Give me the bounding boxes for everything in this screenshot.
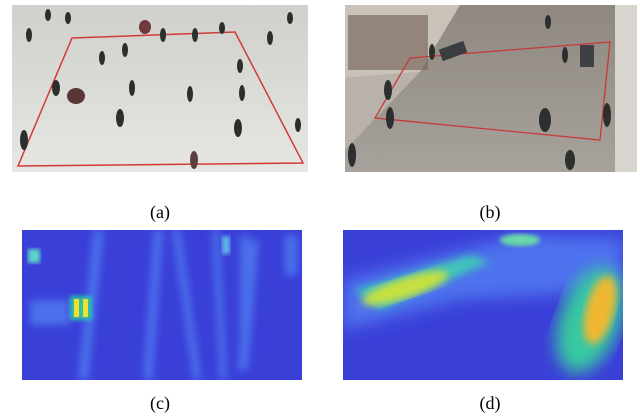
person bbox=[348, 143, 356, 167]
person bbox=[386, 107, 394, 129]
kiosk bbox=[580, 45, 594, 67]
person bbox=[129, 80, 135, 96]
person bbox=[192, 28, 198, 42]
person bbox=[295, 118, 301, 132]
pillar bbox=[615, 5, 637, 172]
panel-b-image bbox=[345, 5, 637, 172]
streak bbox=[285, 235, 297, 275]
panel-c-heatmap bbox=[22, 230, 302, 380]
shop-window bbox=[348, 15, 428, 70]
panel-a-image bbox=[12, 5, 308, 172]
person bbox=[52, 80, 60, 96]
person bbox=[565, 150, 575, 170]
person bbox=[20, 130, 28, 150]
person bbox=[122, 43, 128, 57]
panel-caption: (a) bbox=[150, 202, 170, 223]
person bbox=[219, 22, 225, 34]
hotspot-peak bbox=[74, 299, 79, 317]
person bbox=[384, 80, 392, 100]
person bbox=[190, 151, 198, 169]
hotspot-peak bbox=[83, 299, 88, 317]
person bbox=[429, 44, 435, 60]
person bbox=[237, 59, 243, 73]
person bbox=[603, 103, 611, 127]
hotspot bbox=[70, 296, 92, 320]
person bbox=[239, 85, 245, 101]
person bbox=[99, 51, 105, 65]
person bbox=[116, 109, 124, 127]
person bbox=[234, 119, 242, 137]
person bbox=[545, 15, 551, 29]
panel-d-heatmap bbox=[343, 230, 637, 382]
person bbox=[26, 28, 32, 42]
person bbox=[267, 31, 273, 45]
person bbox=[139, 20, 151, 34]
person bbox=[67, 88, 85, 104]
person bbox=[45, 9, 51, 21]
person bbox=[287, 12, 293, 24]
hotspot bbox=[28, 249, 40, 263]
person bbox=[562, 47, 568, 63]
hotspot bbox=[222, 236, 230, 254]
panel-caption: (b) bbox=[480, 202, 501, 223]
hotspot bbox=[500, 234, 540, 246]
figure: (a) (b) (c) (d) bbox=[0, 0, 640, 416]
panel-caption: (c) bbox=[150, 393, 170, 414]
person bbox=[187, 86, 193, 102]
page: (a) (b) (c) (d) (() => { const data = JS… bbox=[0, 0, 640, 416]
person bbox=[539, 108, 551, 132]
streak bbox=[30, 300, 70, 325]
person bbox=[65, 12, 71, 24]
panel-caption: (d) bbox=[480, 393, 501, 414]
person bbox=[160, 28, 166, 42]
